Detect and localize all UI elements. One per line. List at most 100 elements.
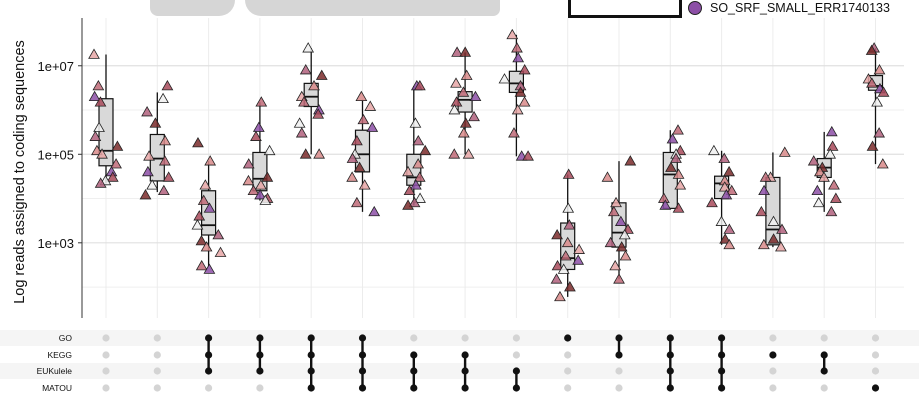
y-tick-label: 1e+03 bbox=[37, 236, 74, 251]
data-point bbox=[414, 192, 426, 203]
data-point bbox=[203, 263, 216, 274]
membership-dot-filled bbox=[205, 367, 213, 375]
membership-dot-empty bbox=[564, 351, 572, 359]
data-point bbox=[408, 196, 421, 208]
data-point bbox=[715, 215, 728, 226]
data-point bbox=[619, 250, 632, 261]
data-point bbox=[402, 199, 414, 210]
data-point bbox=[157, 92, 169, 104]
legend-label: SO_SRF_SMALL_ERR1740133 bbox=[710, 1, 890, 15]
membership-dot-empty bbox=[512, 351, 521, 359]
data-point bbox=[563, 219, 576, 230]
legend-entry: SO_SRF_SMALL_ERR1740133 bbox=[688, 0, 890, 16]
y-axis-title: Log reads assigned to coding sequences bbox=[12, 40, 28, 304]
data-point bbox=[450, 96, 463, 107]
data-point bbox=[457, 86, 470, 97]
data-point bbox=[873, 64, 886, 75]
membership-dot-filled bbox=[307, 384, 315, 392]
data-point bbox=[601, 171, 614, 182]
data-point bbox=[828, 179, 840, 190]
data-point bbox=[720, 189, 733, 200]
data-point bbox=[88, 48, 100, 59]
membership-dot-empty bbox=[871, 351, 880, 359]
membership-dot-filled bbox=[358, 351, 367, 359]
map-fragment-right bbox=[245, 0, 500, 16]
membership-dot-filled bbox=[256, 351, 264, 359]
membership-dot-filled bbox=[871, 384, 880, 392]
data-point bbox=[718, 181, 731, 192]
data-point bbox=[708, 144, 720, 156]
membership-dot-empty bbox=[820, 334, 828, 342]
data-point bbox=[459, 117, 472, 128]
data-point bbox=[776, 223, 788, 234]
data-point bbox=[562, 202, 575, 213]
data-point bbox=[295, 127, 308, 138]
data-point bbox=[767, 233, 780, 244]
set-label: MATOU bbox=[42, 383, 72, 393]
data-point bbox=[149, 117, 162, 128]
membership-dot-filled bbox=[666, 334, 674, 342]
data-point bbox=[551, 259, 564, 271]
data-point bbox=[672, 202, 685, 213]
membership-dot-empty bbox=[871, 334, 880, 342]
data-point bbox=[512, 51, 525, 63]
data-point bbox=[613, 273, 625, 284]
data-point bbox=[110, 158, 122, 169]
data-point bbox=[159, 134, 171, 146]
membership-dot-filled bbox=[461, 384, 469, 392]
membership-dot-empty bbox=[564, 367, 572, 375]
membership-dot-filled bbox=[358, 367, 367, 375]
data-point bbox=[572, 254, 585, 265]
data-point bbox=[807, 155, 820, 166]
membership-dot-empty bbox=[512, 334, 521, 342]
membership-dot-filled bbox=[205, 334, 213, 342]
data-point bbox=[139, 189, 152, 200]
membership-dot-empty bbox=[564, 384, 572, 392]
plot-panel bbox=[82, 18, 904, 318]
data-point bbox=[247, 184, 260, 196]
data-point bbox=[876, 158, 889, 169]
data-point bbox=[351, 196, 363, 208]
data-point bbox=[94, 96, 107, 107]
data-point bbox=[204, 155, 217, 166]
data-point bbox=[419, 144, 432, 156]
data-point bbox=[811, 184, 824, 196]
data-point bbox=[242, 174, 255, 186]
data-point bbox=[825, 125, 838, 137]
membership-dot-filled bbox=[410, 351, 418, 359]
data-point bbox=[866, 77, 878, 88]
data-point bbox=[93, 121, 105, 132]
data-point bbox=[141, 106, 153, 117]
data-point bbox=[195, 259, 208, 271]
membership-dot-filled bbox=[358, 384, 367, 392]
data-point bbox=[518, 96, 531, 107]
data-point bbox=[355, 90, 368, 102]
data-point bbox=[255, 179, 267, 190]
data-point bbox=[725, 184, 738, 196]
data-point bbox=[409, 117, 422, 128]
data-point bbox=[550, 273, 563, 284]
data-point bbox=[813, 165, 826, 177]
membership-dot-empty bbox=[461, 334, 469, 342]
data-point bbox=[559, 250, 572, 261]
matrix-row-band bbox=[0, 330, 919, 346]
data-point bbox=[469, 90, 482, 102]
data-point bbox=[353, 161, 366, 172]
data-point bbox=[409, 179, 422, 190]
data-point bbox=[670, 152, 682, 163]
data-point bbox=[351, 134, 363, 146]
data-point bbox=[759, 171, 772, 182]
data-point bbox=[672, 124, 684, 135]
data-point bbox=[865, 44, 878, 55]
data-point bbox=[624, 155, 637, 166]
data-point bbox=[448, 148, 461, 159]
data-point bbox=[755, 205, 768, 217]
data-point bbox=[767, 215, 780, 226]
data-point bbox=[403, 184, 416, 196]
set-label: GO bbox=[59, 333, 73, 343]
membership-dot-filled bbox=[615, 351, 623, 359]
data-point bbox=[212, 229, 225, 240]
data-point bbox=[511, 42, 523, 53]
data-point bbox=[506, 28, 519, 40]
